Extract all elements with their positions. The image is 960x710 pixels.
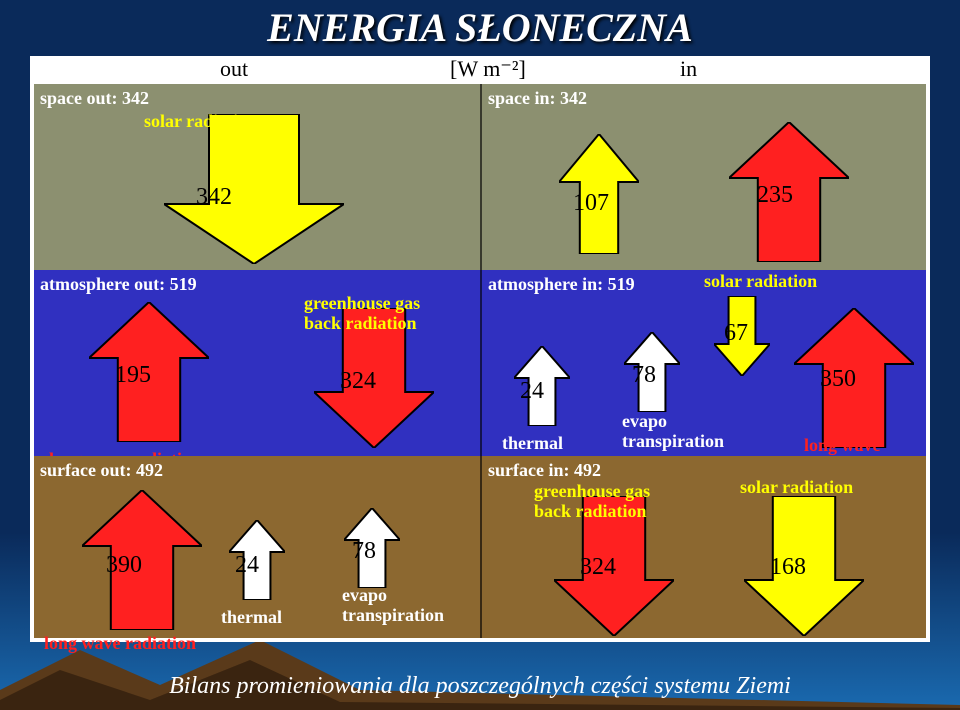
arrow-value: 78 [352, 538, 376, 565]
surf-out-header: surface out: 492 [40, 460, 163, 481]
arrow-value: 107 [573, 190, 609, 217]
arrow-space-out-solar: 342solar radiation [164, 114, 344, 264]
arrow-label: long wave radiation [44, 634, 196, 654]
arrow-label: evapo transpiration [342, 586, 444, 626]
arrow-value: 324 [340, 368, 376, 395]
arrow-value: 24 [520, 378, 544, 405]
arrow-atmo-out-longwave: 195long wave radiation [89, 302, 209, 442]
arrow-value: 195 [115, 362, 151, 389]
arrow-atmo-in-solar: 67solar radiation [714, 296, 770, 376]
out-label: out [220, 56, 248, 82]
atmo-out-header: atmosphere out: 519 [40, 274, 197, 295]
arrow-label: thermal [221, 608, 282, 628]
arrow-value: 78 [632, 362, 656, 389]
slide-caption: Bilans promieniowania dla poszczególnych… [0, 673, 960, 700]
band-surface: surface out: 492 surface in: 492 390long… [34, 456, 926, 638]
surf-in-header: surface in: 492 [488, 460, 601, 481]
arrow-atmo-in-evapo: 78evapo transpiration [624, 332, 680, 412]
band-space: space out: 342 space in: 342 342solar ra… [34, 84, 926, 270]
arrow-value: 324 [580, 554, 616, 581]
band-atmosphere: atmosphere out: 519 atmosphere in: 519 1… [34, 270, 926, 456]
arrow-atmo-in-thermal: 24thermal [514, 346, 570, 426]
arrow-label: greenhouse gas back radiation [304, 294, 420, 334]
arrow-label: solar radiation [144, 112, 257, 132]
space-in-header: space in: 342 [488, 88, 587, 109]
in-label: in [680, 56, 697, 82]
energy-diagram: out [W m⁻²] in space out: 342 space in: … [30, 56, 930, 642]
top-labels: out [W m⁻²] in [30, 56, 930, 84]
arrow-space-in-longwave: 235long wave radiation [729, 122, 849, 262]
arrow-label: solar radiation [704, 272, 817, 292]
arrow-atmo-out-ghg: 324greenhouse gas back radiation [314, 308, 434, 448]
slide: ENERGIA SŁONECZNA out [W m⁻²] in space o… [0, 0, 960, 710]
arrow-value: 168 [770, 554, 806, 581]
arrow-label: thermal [502, 434, 563, 454]
divider [480, 456, 482, 638]
arrow-surf-out-evapo: 78evapo transpiration [344, 508, 400, 588]
arrow-surf-in-ghg: 324greenhouse gas back radiation [554, 496, 674, 636]
slide-title: ENERGIA SŁONECZNA [0, 0, 960, 51]
arrow-surf-in-solar: 168solar radiation [744, 496, 864, 636]
arrow-value: 390 [106, 552, 142, 579]
arrow-atmo-in-longwave: 350long wave radiation [794, 308, 914, 448]
arrow-value: 235 [757, 182, 793, 209]
arrow-surf-out-longwave: 390long wave radiation [82, 490, 202, 630]
arrow-value: 67 [724, 320, 748, 347]
divider [480, 84, 482, 270]
atmo-in-header: atmosphere in: 519 [488, 274, 635, 295]
arrow-space-in-reflection: 107reflection [559, 134, 639, 254]
arrow-value: 350 [820, 366, 856, 393]
arrow-label: greenhouse gas back radiation [534, 482, 650, 522]
space-out-header: space out: 342 [40, 88, 149, 109]
arrow-value: 342 [196, 184, 232, 211]
divider [480, 270, 482, 456]
units-label: [W m⁻²] [450, 56, 526, 82]
arrow-label: evapo transpiration [622, 412, 724, 452]
arrow-surf-out-thermal: 24thermal [229, 520, 285, 600]
arrow-value: 24 [235, 552, 259, 579]
arrow-label: solar radiation [740, 478, 853, 498]
